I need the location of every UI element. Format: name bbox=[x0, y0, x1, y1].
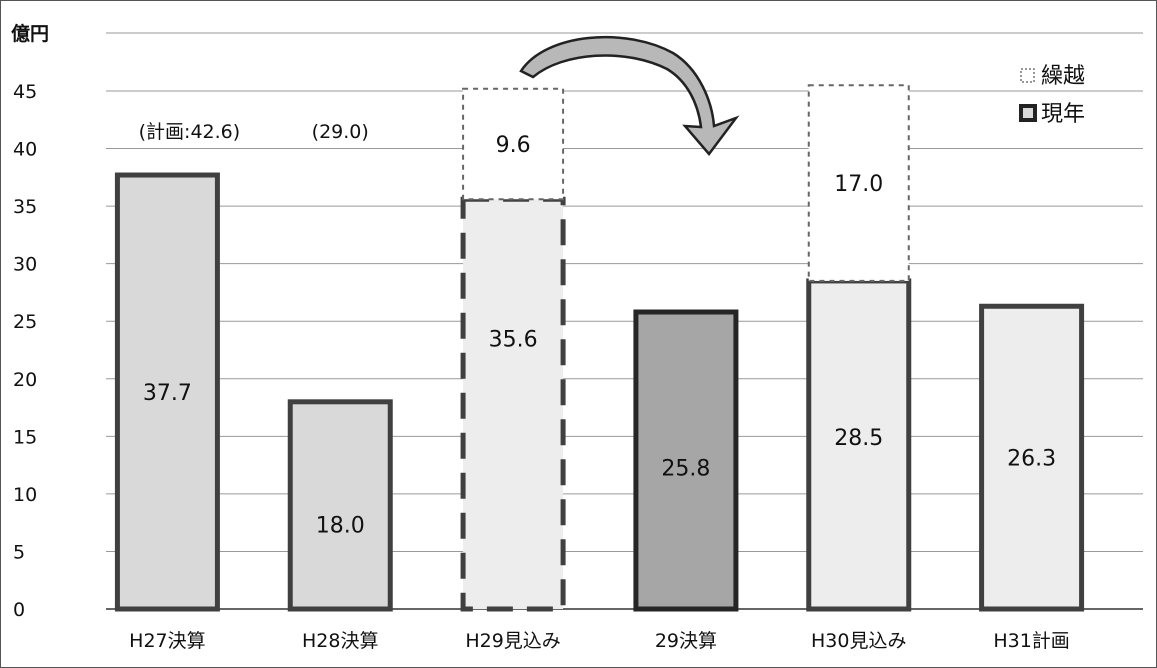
bar-value-label: 37.7 bbox=[143, 381, 192, 406]
legend-swatch-current bbox=[1019, 104, 1037, 122]
bar-value-label: 18.0 bbox=[316, 513, 365, 538]
bar-annotation: (計画:42.6) bbox=[139, 121, 241, 143]
bar-current bbox=[633, 309, 739, 612]
x-category-label: H31計画 bbox=[993, 630, 1069, 652]
legend-label-current: 現年 bbox=[1041, 102, 1085, 127]
curved-arrow-icon bbox=[519, 35, 740, 156]
bar-current bbox=[806, 278, 912, 612]
y-tick-label: 30 bbox=[13, 254, 37, 276]
legend-swatch-carryover bbox=[1020, 68, 1035, 83]
y-tick-label: 10 bbox=[13, 484, 37, 506]
y-tick-label: 40 bbox=[13, 139, 37, 161]
x-category-label: H30見込み bbox=[811, 630, 906, 652]
x-category-label: 29決算 bbox=[655, 630, 717, 652]
bar-value-label: 26.3 bbox=[1007, 447, 1056, 472]
bars bbox=[114, 84, 1085, 612]
x-category-label: H29見込み bbox=[465, 630, 560, 652]
bar-carryover bbox=[807, 84, 910, 282]
bar-value-label-carryover: 9.6 bbox=[496, 133, 531, 158]
bar-current bbox=[979, 303, 1085, 612]
bar-value-label-carryover: 17.0 bbox=[834, 172, 883, 197]
bar-value-label: 28.5 bbox=[834, 426, 883, 451]
bar-current bbox=[114, 172, 220, 612]
y-tick-label: 25 bbox=[13, 311, 37, 333]
x-category-label: H27決算 bbox=[129, 630, 205, 652]
legend-label-carryover: 繰越 bbox=[1041, 64, 1085, 89]
bar-carryover bbox=[462, 87, 565, 201]
y-tick-label: 45 bbox=[13, 81, 37, 103]
bar-value-label: 35.6 bbox=[489, 328, 538, 353]
y-tick-label: 5 bbox=[13, 541, 25, 563]
bar-annotation: (29.0) bbox=[312, 121, 369, 143]
bar-current bbox=[287, 399, 393, 612]
y-axis-unit-label: 億円 bbox=[11, 22, 49, 45]
arrow-shape bbox=[519, 35, 740, 156]
grid-lines bbox=[106, 32, 1143, 610]
bar-value-label: 25.8 bbox=[661, 456, 710, 481]
y-tick-label: 35 bbox=[13, 196, 37, 218]
x-category-label: H28決算 bbox=[302, 630, 378, 652]
y-tick-label: 20 bbox=[13, 369, 37, 391]
y-tick-label: 0 bbox=[13, 599, 25, 621]
labels: 億円 0 5 10 15 20 25 30 35 40 45 37.7 H27決算 18.0 H28決算 9.… bbox=[11, 22, 1070, 652]
bar-current bbox=[460, 196, 566, 612]
y-tick-label: 15 bbox=[13, 426, 37, 448]
